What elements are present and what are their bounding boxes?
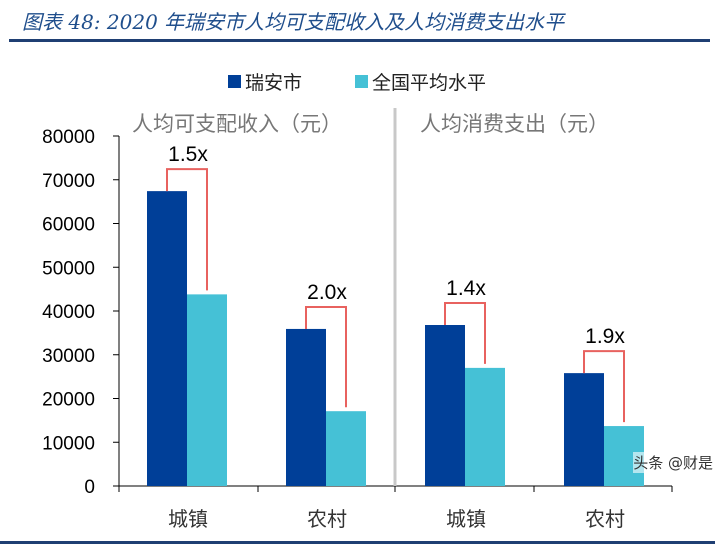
bar-瑞安市 [564, 373, 604, 486]
y-tick-label: 30000 [42, 346, 95, 367]
bar-瑞安市 [147, 191, 187, 486]
y-tick-label: 50000 [42, 258, 95, 279]
category-label: 城镇 [446, 507, 486, 531]
y-tick-label: 80000 [42, 127, 95, 148]
ratio-bracket [305, 305, 347, 408]
legend-swatch [355, 75, 368, 88]
legend-swatch [228, 75, 241, 88]
legend-label: 瑞安市 [245, 72, 302, 94]
ratio-label: 1.5x [168, 143, 208, 166]
bar-全国平均水平 [326, 411, 366, 486]
category-label: 农村 [307, 507, 347, 531]
y-tick-label: 0 [84, 477, 95, 498]
y-tick-label: 20000 [42, 390, 95, 411]
bar-瑞安市 [425, 325, 465, 486]
ratio-label: 2.0x [307, 281, 347, 304]
bar-瑞安市 [286, 328, 326, 486]
legend-label: 全国平均水平 [372, 72, 486, 94]
ratio-label: 1.9x [585, 325, 625, 348]
y-tick-label: 10000 [42, 433, 95, 454]
figure-title: 图表 48: 2020 年瑞安市人均可支配收入及人均消费支出水平 [22, 10, 565, 34]
watermark: 头条 @财是 [633, 452, 713, 473]
panel-title: 人均可支配收入（元） [132, 112, 342, 136]
y-tick-label: 60000 [42, 215, 95, 236]
bar-全国平均水平 [187, 294, 227, 486]
y-tick-label: 70000 [42, 171, 95, 192]
top-rule [9, 39, 710, 42]
bottom-rule [0, 541, 715, 544]
ratio-bracket [166, 168, 208, 291]
ratio-bracket [583, 350, 625, 423]
category-label: 城镇 [168, 507, 208, 531]
ratio-label: 1.4x [446, 277, 486, 300]
y-tick-label: 40000 [42, 302, 95, 323]
bar-全国平均水平 [465, 367, 505, 486]
category-label: 农村 [585, 507, 625, 531]
panel-title: 人均消费支出（元） [420, 112, 609, 136]
ratio-bracket [444, 302, 486, 364]
